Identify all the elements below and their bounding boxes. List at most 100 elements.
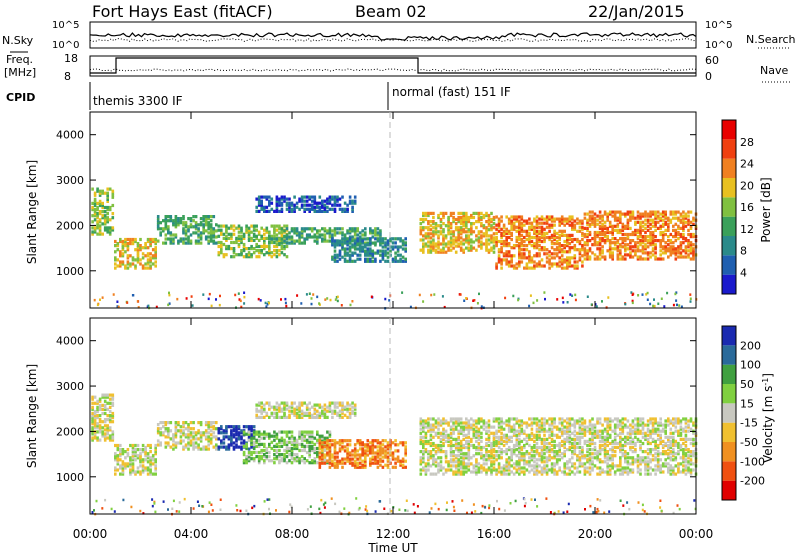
scatter-cell (505, 242, 508, 246)
scatter-cell (518, 227, 521, 231)
scatter-cell (374, 241, 377, 245)
scatter-cell (449, 433, 453, 437)
scatter-cell (358, 247, 362, 251)
scatter-cell (661, 235, 665, 239)
scatter-cell (119, 450, 122, 454)
scatter-cell (356, 253, 359, 257)
scatter-cell (333, 207, 337, 211)
scatter-cell (167, 421, 170, 425)
scatter-cell (616, 222, 620, 226)
scatter-cell (364, 253, 367, 257)
scatter-cell (106, 191, 109, 195)
nave-tick-bottom: 0 (705, 70, 712, 83)
scatter-cell (386, 441, 390, 445)
scatter-cell (212, 215, 216, 219)
scatter-cell (202, 447, 205, 451)
scatter-cell (111, 395, 115, 399)
scatter-cell (111, 403, 115, 407)
noise-cell (556, 298, 559, 301)
scatter-cell (497, 256, 501, 260)
scatter-cell (156, 225, 160, 229)
scatter-cell (293, 241, 296, 245)
scatter-cell (651, 247, 655, 251)
scatter-cell (548, 237, 551, 242)
scatter-cell (358, 461, 362, 465)
scatter-cell (263, 240, 266, 245)
scatter-cell (518, 419, 521, 423)
noise-cell (168, 291, 170, 295)
scatter-cell (91, 187, 94, 191)
scatter-cell (240, 441, 243, 445)
scatter-cell (189, 443, 193, 447)
scatter-cell (576, 266, 579, 270)
scatter-cell (540, 439, 544, 443)
scatter-cell (179, 431, 183, 435)
scatter-cell (439, 431, 443, 435)
scatter-cell (449, 230, 453, 234)
scatter-cell (361, 241, 364, 245)
scatter-cell (275, 405, 279, 409)
scatter-cell (543, 429, 546, 433)
scatter-cell (162, 421, 165, 425)
scatter-cell (139, 262, 142, 266)
scatter-cell (621, 239, 625, 243)
scatter-cell (548, 427, 551, 431)
scatter-cell (300, 195, 304, 199)
scatter-cell (179, 425, 183, 429)
scatter-cell (492, 431, 496, 435)
scatter-cell (351, 243, 354, 247)
scatter-cell (518, 441, 521, 446)
noise-cell (630, 291, 633, 294)
scatter-cell (518, 223, 521, 227)
scatter-cell (553, 248, 556, 252)
scatter-cell (520, 217, 524, 221)
scatter-cell (523, 452, 526, 456)
scatter-cell (528, 452, 531, 456)
scatter-cell (386, 447, 390, 451)
scatter-cell (454, 244, 458, 248)
scatter-cell (154, 239, 157, 244)
scatter-cell (278, 453, 281, 457)
scatter-cell (500, 260, 503, 264)
scatter-cell (192, 225, 195, 229)
scatter-cell (677, 232, 680, 237)
scatter-cell (263, 432, 266, 436)
scatter-cell (588, 216, 592, 220)
scatter-cell (199, 423, 203, 427)
scatter-cell (391, 457, 395, 461)
scatter-cell (300, 455, 304, 459)
scatter-cell (356, 441, 359, 445)
scatter-cell (346, 251, 349, 255)
scatter-cell (520, 244, 524, 248)
scatter-cell (182, 221, 185, 225)
scatter-cell (167, 427, 170, 431)
scatter-cell (530, 427, 534, 431)
scatter-cell (369, 457, 372, 461)
scatter-cell (278, 197, 281, 201)
scatter-cell (217, 234, 221, 238)
scatter-cell (422, 421, 425, 425)
scatter-cell (298, 448, 301, 453)
scatter-cell (129, 264, 132, 268)
scatter-cell (520, 429, 524, 433)
scatter-cell (434, 433, 438, 437)
scatter-cell (288, 197, 291, 201)
scatter-cell (184, 231, 188, 235)
scatter-cell (672, 247, 675, 251)
scatter-cell (217, 228, 221, 232)
scatter-cell (492, 462, 496, 466)
scatter-cell (326, 430, 329, 434)
scatter-cell (146, 466, 150, 470)
scatter-cell (295, 405, 299, 409)
nsky-tick-bottom: 10^0 (52, 40, 79, 51)
scatter-cell (550, 264, 554, 268)
scatter-cell (447, 248, 450, 252)
scatter-cell (252, 440, 256, 444)
scatter-cell (583, 249, 587, 253)
scatter-cell (543, 433, 546, 437)
scatter-cell (273, 448, 276, 453)
scatter-cell (252, 226, 256, 230)
scatter-cell (550, 235, 554, 240)
scatter-cell (131, 242, 135, 246)
scatter-cell (333, 233, 337, 237)
